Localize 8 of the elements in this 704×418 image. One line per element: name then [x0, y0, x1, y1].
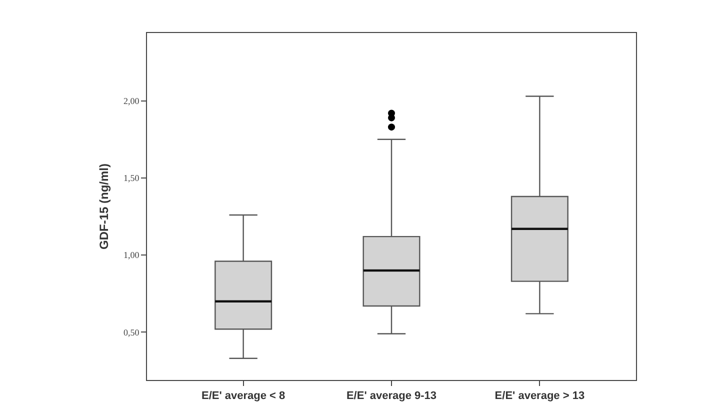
- y-tick-label: 2,00: [123, 96, 140, 106]
- y-tick-label: 0,50: [123, 327, 140, 338]
- x-tick-label: E/E' average < 8: [201, 390, 286, 402]
- y-tick-label: 1,00: [123, 250, 140, 260]
- x-tick-label: E/E' average 9-13: [346, 390, 437, 402]
- x-tick-label: E/E' average > 13: [494, 390, 585, 402]
- y-axis-title: GDF-15 (ng/ml): [96, 164, 111, 250]
- y-tick-label: 1,50: [123, 173, 140, 184]
